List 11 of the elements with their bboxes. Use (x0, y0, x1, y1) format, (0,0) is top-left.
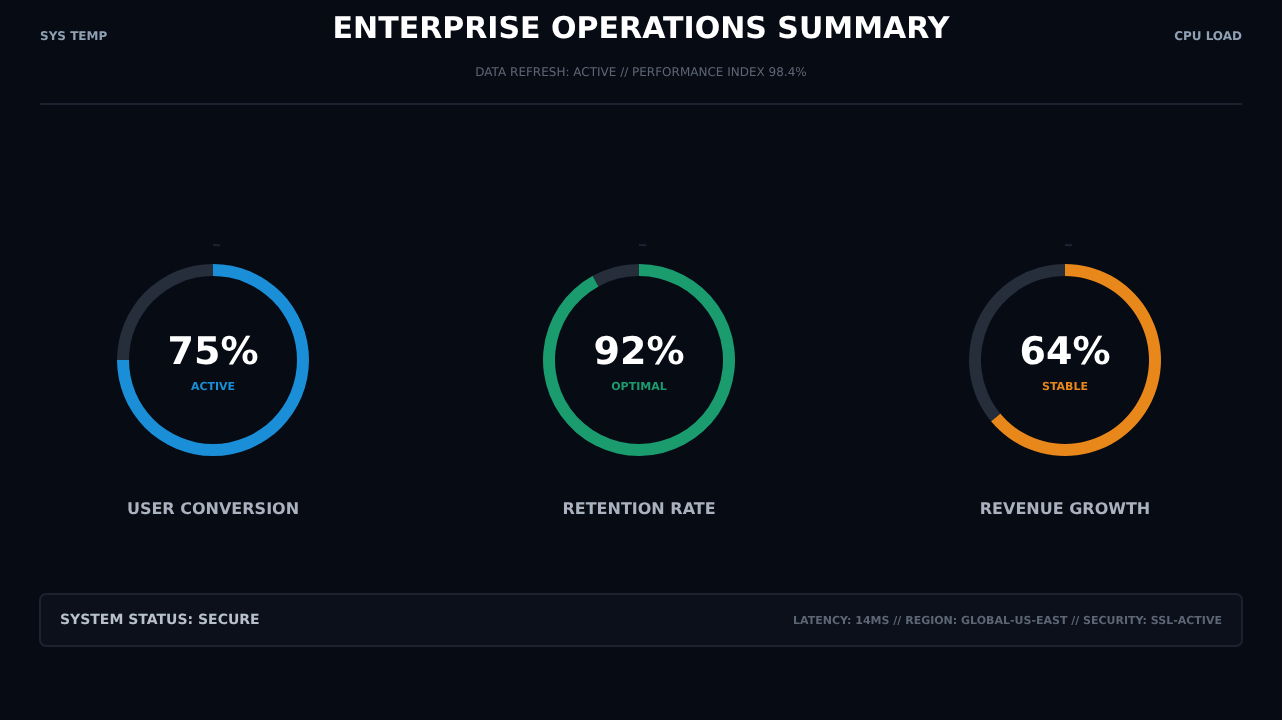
donut-slice (592, 264, 639, 287)
text: ENTERPRISE OPERATIONS SUMMARY (332, 10, 952, 46)
donut-slice (117, 264, 309, 456)
data-label: 64% (1019, 330, 1111, 374)
donut-slice (991, 264, 1161, 456)
data-label: 75% (167, 330, 259, 374)
text: USER CONVERSION (126, 500, 300, 518)
data-label: 92% (593, 330, 685, 374)
text: RETENTION RATE (562, 500, 716, 518)
donut-slice (543, 264, 735, 456)
text: REVENUE GROWTH (979, 500, 1151, 518)
